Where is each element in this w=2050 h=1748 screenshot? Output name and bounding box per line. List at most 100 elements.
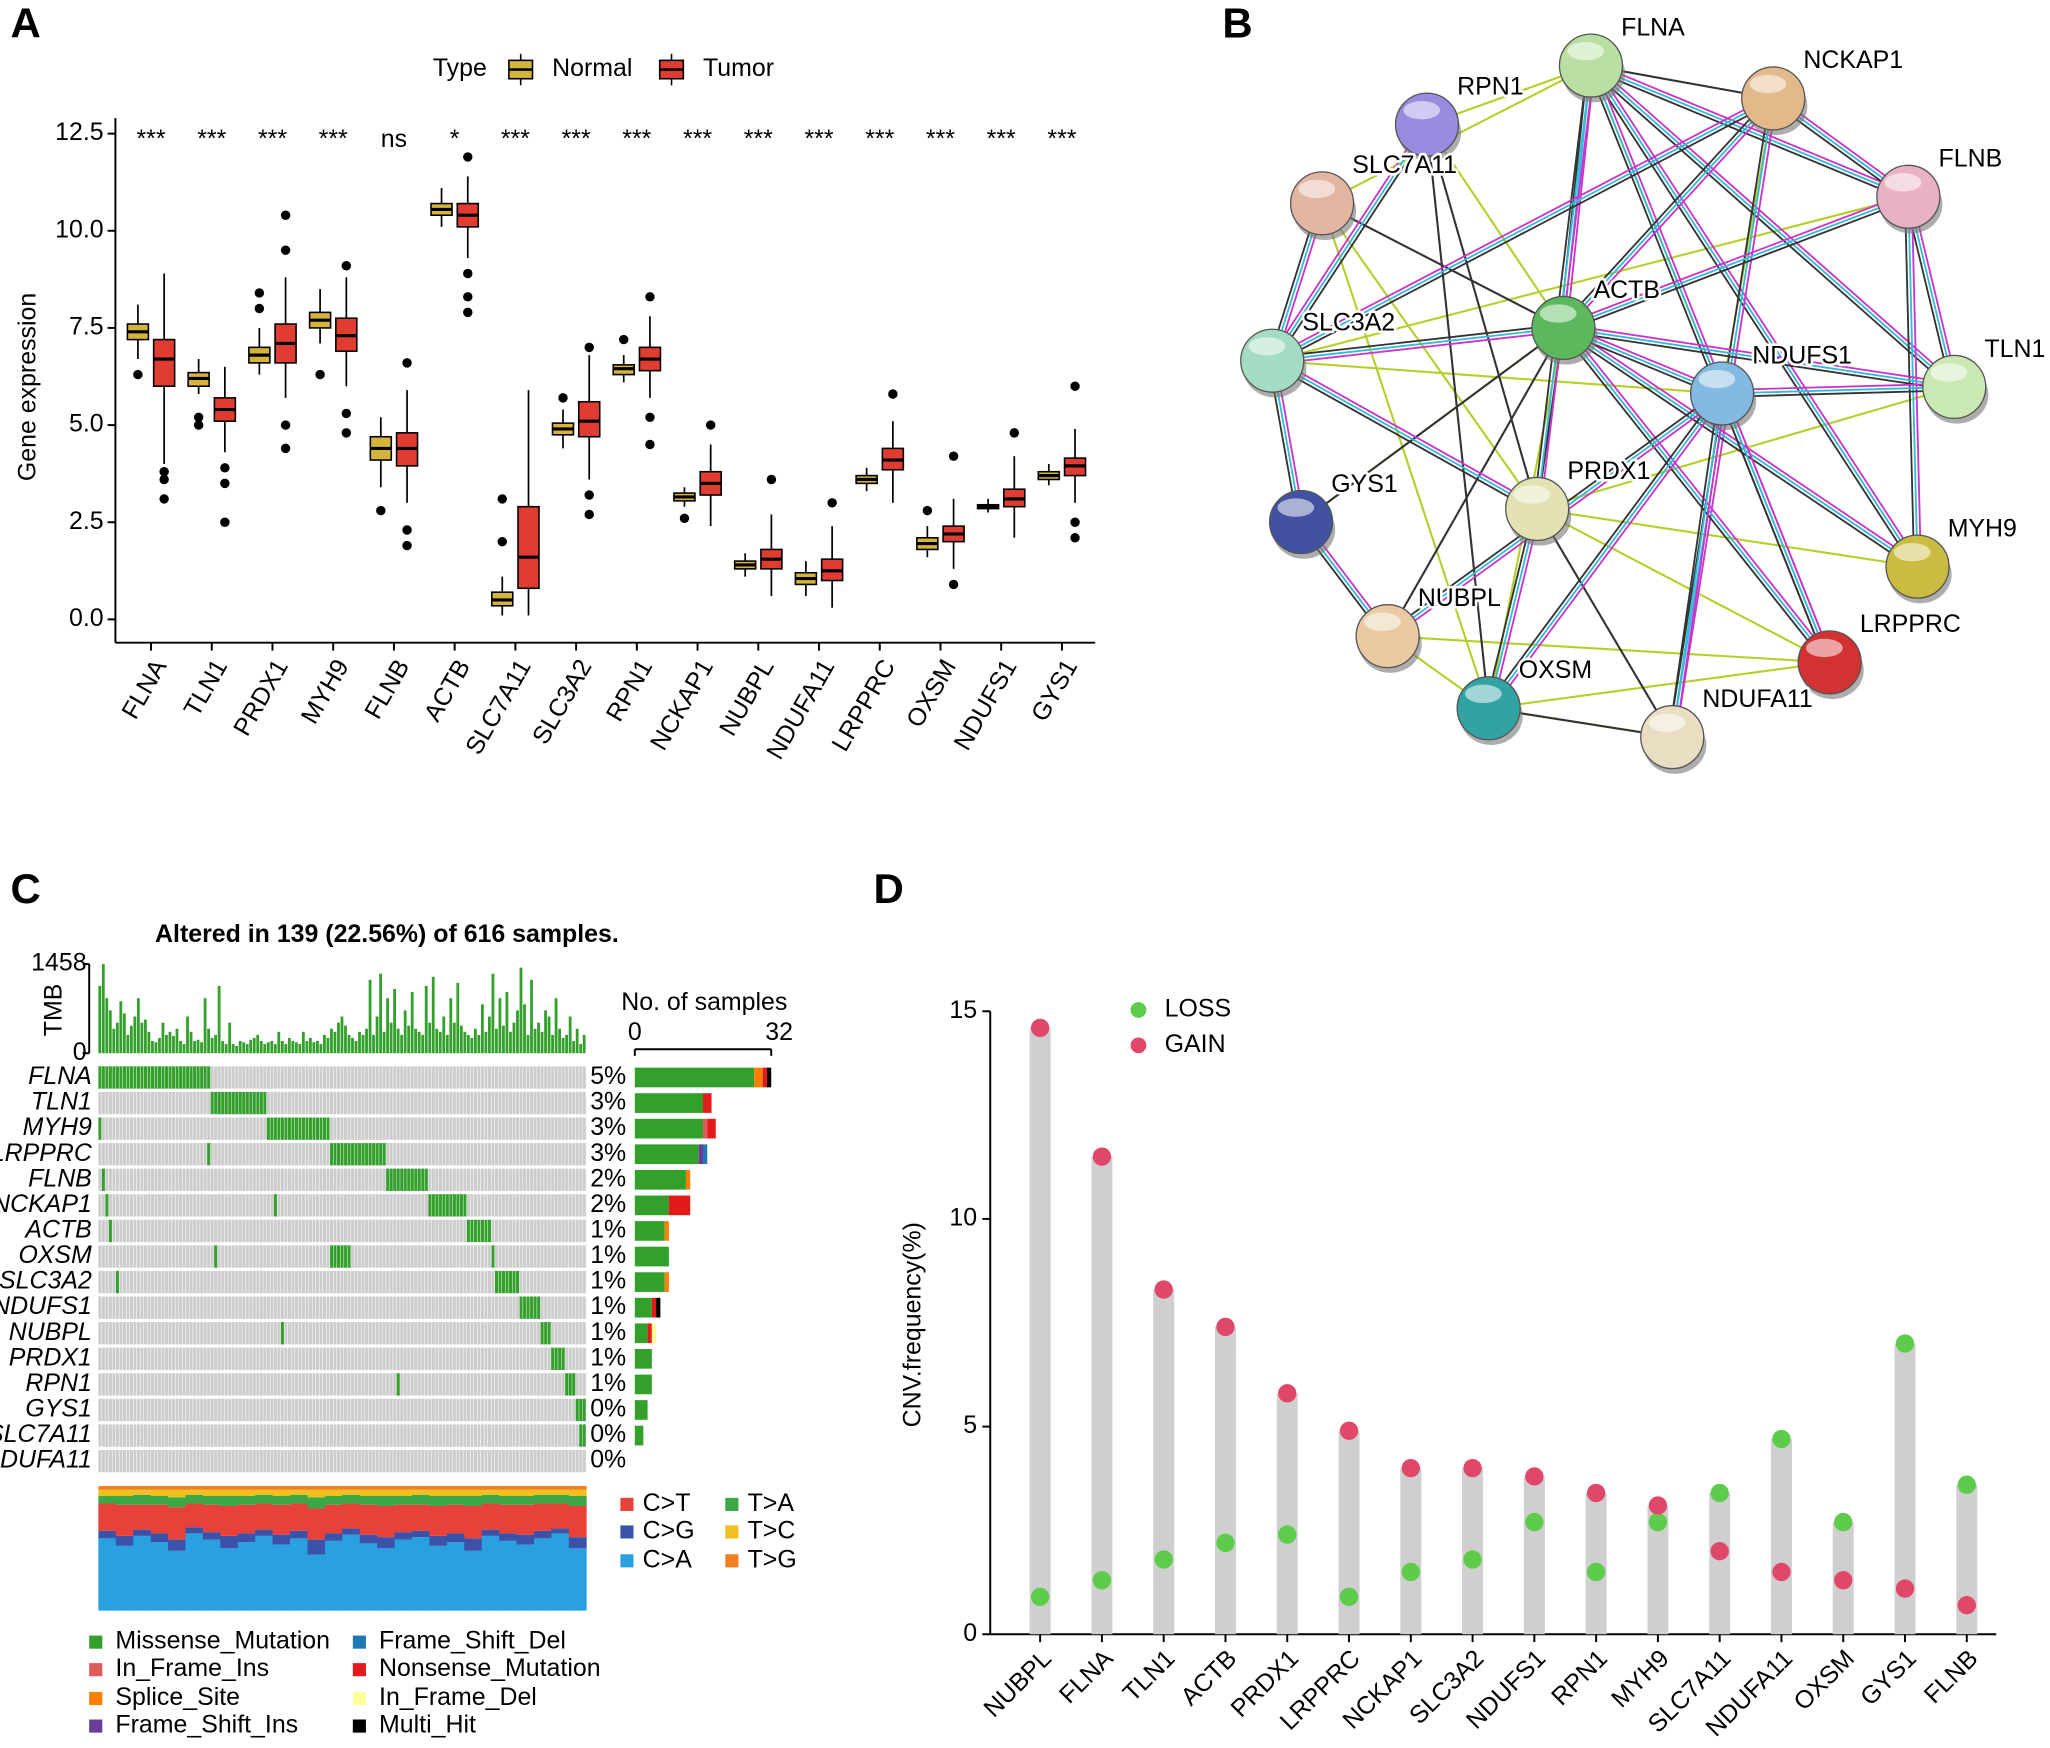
gene-row: [98, 1449, 587, 1473]
tmb-bar: [263, 1044, 267, 1054]
mutation-cell: [298, 1117, 302, 1140]
edge-coexpression: [1273, 100, 1776, 365]
outlier: [402, 525, 412, 535]
transition-bar: [202, 1504, 221, 1533]
mutation-cell: [249, 1091, 253, 1115]
mutation-cell: [315, 1117, 319, 1140]
edge-database: [1271, 97, 1774, 362]
tmb-bar: [554, 998, 558, 1054]
transition-bar: [516, 1534, 535, 1545]
gene-label: NDUFA11: [0, 1446, 92, 1474]
tmb-bar: [323, 1034, 326, 1054]
tmb-bar: [186, 1016, 189, 1054]
transition-bar: [481, 1529, 500, 1536]
y-tick-label: 2.5: [69, 507, 104, 535]
tmb-bar: [301, 1031, 305, 1054]
mutation-cell: [319, 1117, 323, 1140]
box: [577, 400, 601, 438]
mutation-cell: [129, 1066, 133, 1089]
tmb-bar: [119, 1001, 123, 1054]
transition-bar: [342, 1486, 361, 1490]
edge-coexpression: [1270, 362, 1536, 513]
transition-bar: [481, 1486, 500, 1490]
legend-label: T>G: [748, 1545, 797, 1573]
gene-pct: 1%: [590, 1318, 626, 1346]
significance: ***: [501, 125, 530, 153]
outlier: [159, 466, 169, 477]
node-label: NDUFS1: [1752, 341, 1852, 369]
y-tick-label: 12.5: [55, 118, 103, 146]
transition-bar: [324, 1496, 343, 1505]
transition-bar: [568, 1537, 587, 1549]
mutation-cell: [98, 1066, 102, 1089]
transition-bar: [429, 1545, 448, 1611]
tmb-bar: [505, 992, 509, 1054]
gene-row: [98, 1066, 587, 1089]
tmb-bar: [129, 1025, 133, 1054]
transition-bar: [412, 1494, 430, 1505]
mutation-cell: [231, 1091, 235, 1115]
mutation-cell: [347, 1245, 351, 1268]
count-tick-label: 0: [628, 1018, 642, 1046]
outlier: [645, 412, 655, 423]
tmb-bar: [442, 1016, 446, 1054]
edge-textmining: [1537, 507, 1918, 568]
tmb-bar: [480, 1004, 484, 1054]
tmb-bar: [231, 1044, 235, 1054]
tmb-bar: [333, 1031, 337, 1054]
tmb-bar: [393, 988, 397, 1054]
gene-pct: 1%: [590, 1267, 626, 1295]
outlier: [645, 292, 655, 302]
edge-coexpression: [1485, 390, 1721, 707]
gene-pct: 0%: [590, 1395, 626, 1423]
mutation-cell: [340, 1143, 344, 1166]
outlier: [1009, 428, 1020, 438]
mutation-cell: [582, 1424, 586, 1447]
mutation-cell: [228, 1091, 232, 1115]
mutation-cell: [263, 1091, 267, 1115]
transition-bar: [394, 1496, 413, 1505]
tmb-bar: [487, 1016, 491, 1054]
count-bar: [634, 1348, 652, 1369]
mutation-cell: [551, 1347, 555, 1370]
mutation-cell: [337, 1143, 341, 1166]
mutation-cell: [115, 1066, 119, 1089]
mutation-cell: [509, 1270, 513, 1294]
mutation-cell: [487, 1219, 491, 1243]
tmb-bar: [424, 985, 428, 1054]
transition-bar: [412, 1504, 430, 1531]
range-bar: [1091, 1156, 1113, 1635]
mutation-cell: [312, 1117, 316, 1140]
mutation-cell: [445, 1194, 449, 1217]
legend-dot: [1130, 1002, 1147, 1018]
transition-bar: [359, 1496, 378, 1505]
mutation-cell: [161, 1066, 165, 1089]
tmb-bar: [319, 1044, 323, 1054]
y-tick-label: 10: [949, 1204, 977, 1232]
mutation-cell: [449, 1194, 453, 1217]
tmb-bar: [105, 998, 109, 1054]
y-tick-label: 15: [949, 996, 977, 1024]
mutation-cell: [477, 1219, 481, 1243]
mutation-cell: [561, 1347, 565, 1370]
count-label: No. of samples: [621, 988, 787, 1016]
transition-bar: [168, 1507, 186, 1540]
y-tick-label: 0: [963, 1619, 977, 1647]
mutation-cell: [214, 1091, 218, 1115]
gene-label: NDUFS1: [0, 1292, 92, 1320]
mutation-cell: [235, 1091, 239, 1115]
legend-swatch: [352, 1691, 366, 1706]
mutation-cell: [337, 1245, 341, 1268]
transition-bar: [464, 1496, 483, 1506]
transition-bar: [202, 1539, 221, 1611]
transition-bar: [255, 1535, 274, 1611]
tmb-bar: [326, 1037, 330, 1054]
tmb-bar: [172, 1036, 175, 1054]
outlier: [705, 420, 716, 430]
transition-bar: [150, 1542, 169, 1611]
significance: ***: [683, 125, 712, 153]
transition-bar: [324, 1540, 343, 1611]
edge-experimental: [1272, 330, 1564, 366]
tmb-bar: [298, 1044, 302, 1054]
count-bar: [634, 1195, 669, 1216]
